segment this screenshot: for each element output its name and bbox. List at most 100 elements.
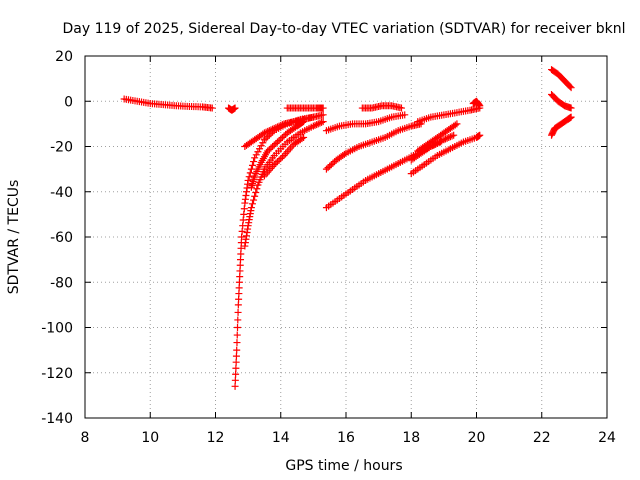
x-tick-label: 12 — [207, 430, 225, 446]
x-tick-label: 20 — [468, 430, 486, 446]
data-point — [267, 126, 275, 134]
data-point — [264, 127, 272, 135]
data-point — [246, 169, 254, 177]
series-arc16 — [407, 138, 445, 164]
data-point — [232, 364, 240, 372]
data-point — [309, 113, 317, 121]
series-arc4 — [241, 118, 327, 250]
data-point — [247, 204, 255, 212]
data-point — [316, 119, 324, 127]
series-arc17 — [469, 97, 484, 110]
data-point — [314, 120, 322, 128]
data-point — [450, 131, 458, 139]
data-point — [319, 118, 327, 126]
data-point — [567, 84, 575, 92]
data-point — [451, 121, 459, 129]
data-point — [231, 376, 239, 384]
data-point — [319, 111, 327, 119]
data-point — [257, 142, 265, 150]
data-point — [251, 154, 259, 162]
series-arc19 — [548, 90, 575, 112]
data-point — [427, 143, 435, 150]
data-point — [567, 104, 575, 112]
data-point — [326, 162, 334, 170]
data-point — [340, 150, 348, 158]
data-point — [273, 138, 281, 146]
data-point — [322, 165, 330, 173]
data-point — [476, 131, 484, 139]
series-arc2 — [225, 104, 239, 114]
data-point — [269, 143, 277, 150]
data-point — [437, 138, 445, 146]
x-tick-label: 10 — [141, 430, 159, 446]
data-point — [233, 331, 241, 339]
data-point — [267, 144, 275, 152]
data-point — [275, 136, 283, 144]
data-point — [428, 142, 436, 150]
x-tick-label: 14 — [272, 430, 290, 446]
data-point — [234, 308, 242, 316]
data-point — [311, 121, 319, 129]
data-point — [476, 102, 484, 110]
data-point — [248, 161, 256, 169]
data-point — [265, 127, 273, 135]
data-point — [277, 155, 285, 163]
data-point — [448, 132, 456, 140]
y-tick-label: -80 — [50, 275, 73, 291]
y-tick-label: -140 — [41, 411, 73, 427]
data-point — [250, 196, 258, 204]
data-point — [313, 121, 321, 129]
data-point — [442, 135, 450, 143]
data-point — [252, 151, 260, 159]
data-point — [245, 173, 253, 181]
points-layer — [120, 66, 575, 390]
data-point — [232, 358, 240, 366]
data-point — [208, 104, 216, 112]
x-tick-label: 24 — [598, 430, 616, 446]
data-point — [231, 382, 239, 390]
data-point — [443, 134, 451, 142]
data-point — [262, 128, 270, 136]
data-point — [278, 133, 286, 141]
data-point — [433, 139, 441, 147]
data-point — [319, 104, 327, 112]
data-point — [247, 165, 255, 173]
data-point — [252, 189, 260, 197]
data-point — [273, 123, 281, 131]
data-point — [272, 159, 280, 167]
data-point — [309, 122, 317, 130]
data-point — [329, 159, 337, 167]
x-tick-label: 18 — [402, 430, 420, 446]
data-point — [265, 146, 273, 154]
data-point — [446, 133, 454, 141]
data-point — [324, 164, 332, 172]
data-point — [248, 200, 256, 208]
data-point — [278, 121, 286, 129]
data-point — [401, 111, 409, 119]
data-point — [275, 122, 283, 130]
data-point — [256, 145, 264, 153]
y-tick-label: -40 — [50, 185, 73, 201]
x-tick-label: 8 — [81, 430, 90, 446]
data-point — [260, 129, 268, 137]
series-arc18 — [548, 66, 575, 92]
y-axis-label: SDTVAR / TECUs — [6, 180, 22, 295]
series-arc7 — [260, 133, 308, 180]
series-arc14 — [407, 131, 484, 178]
data-point — [264, 147, 272, 155]
y-tick-label: -20 — [50, 140, 73, 156]
x-tick-label: 22 — [533, 430, 551, 446]
data-point — [273, 158, 281, 166]
data-point — [272, 139, 280, 147]
series-arc8 — [283, 104, 327, 112]
data-point — [566, 83, 574, 91]
data-point — [231, 104, 239, 112]
y-tick-label: 0 — [64, 94, 73, 110]
data-point — [262, 134, 270, 142]
data-point — [567, 113, 575, 121]
series-arc20 — [548, 113, 575, 139]
series-arc1 — [120, 95, 216, 112]
data-point — [270, 124, 278, 132]
data-point — [253, 185, 261, 193]
